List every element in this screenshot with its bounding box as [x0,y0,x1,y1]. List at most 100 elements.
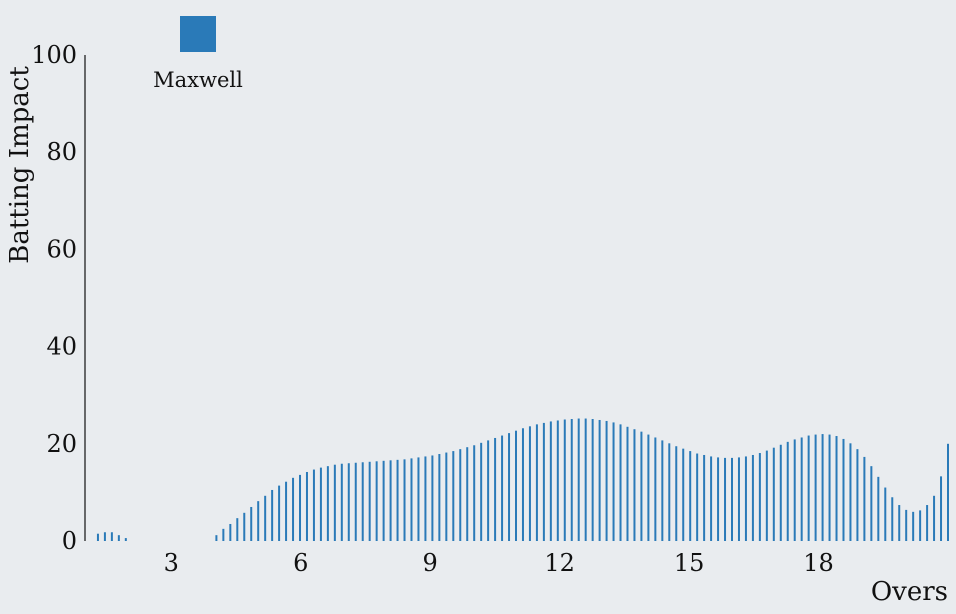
bar [849,443,852,541]
bar [515,430,517,541]
bar [389,460,392,541]
bar [354,462,357,541]
bar [570,419,573,541]
bar [710,456,713,541]
bar [445,452,448,541]
bar [703,454,706,541]
bar [640,431,643,541]
bar [835,436,838,541]
bar [926,505,929,541]
bar [292,477,295,541]
bar [229,523,232,541]
bar [542,422,545,541]
y-tick-label: 40 [46,333,77,361]
bar [668,443,671,541]
bar [299,474,302,541]
bar [305,471,308,541]
bar [689,451,692,541]
bar [117,535,120,541]
bar [521,428,524,541]
bar [278,485,281,541]
bar [870,466,873,541]
x-tick-label: 15 [674,549,705,577]
bar [765,450,768,541]
bar [647,434,650,541]
bar [257,501,260,541]
bar [501,435,504,541]
y-tick-label: 0 [62,527,77,555]
bar [675,446,678,541]
bar [772,447,775,541]
bar [891,497,894,541]
bar [717,457,720,541]
bar [563,419,566,541]
bar [250,506,253,541]
bar [626,426,629,541]
bar [222,528,225,541]
y-tick-label: 60 [46,235,77,263]
bar [347,463,350,541]
bar [661,440,664,541]
bar [779,444,782,541]
bar [751,454,754,541]
bar [528,426,531,541]
x-tick-label: 12 [544,549,575,577]
bar [103,532,106,541]
x-tick-labels: 3 6 9 12 15 18 [164,549,834,577]
bar [744,456,747,541]
bar [856,449,859,541]
y-tick-label: 80 [46,138,77,166]
bar [417,457,420,541]
bar [124,538,127,541]
legend[interactable]: Maxwell [153,16,243,92]
bar [933,495,936,541]
bar [828,434,831,541]
bar [326,466,329,541]
bar [459,449,462,541]
bar [333,464,336,541]
bar [508,433,511,541]
bar [605,420,608,541]
bar [633,429,636,541]
bar [466,447,469,541]
bar [842,438,845,541]
bar [396,459,399,541]
bar [236,518,239,541]
bar [549,421,552,541]
bar [410,458,413,541]
bar [905,509,908,541]
bar [919,510,922,541]
y-axis-label: Batting Impact [5,66,35,264]
bar [814,434,817,541]
bar [696,453,699,541]
bar [584,418,587,541]
bar [947,443,949,541]
bar [619,424,622,541]
y-tick-labels: 0 20 40 60 80 100 [31,41,77,555]
x-tick-label: 18 [803,549,834,577]
bar [577,418,580,541]
bar [487,440,490,541]
y-tick-label: 20 [46,430,77,458]
bar [452,451,455,541]
bar [403,459,406,541]
bar [877,476,880,541]
bar [375,461,378,541]
bar [758,453,761,541]
x-tick-label: 9 [423,549,438,577]
bar [215,535,218,541]
bar [312,469,315,541]
bar [473,445,476,541]
bar [424,456,427,541]
bar [898,505,901,541]
bar [110,532,113,541]
bar [940,476,943,541]
bar [598,419,601,541]
y-tick-label: 100 [31,41,77,69]
bar [438,454,441,541]
bars-group [96,418,949,541]
bar [863,456,866,541]
bar [494,437,497,541]
